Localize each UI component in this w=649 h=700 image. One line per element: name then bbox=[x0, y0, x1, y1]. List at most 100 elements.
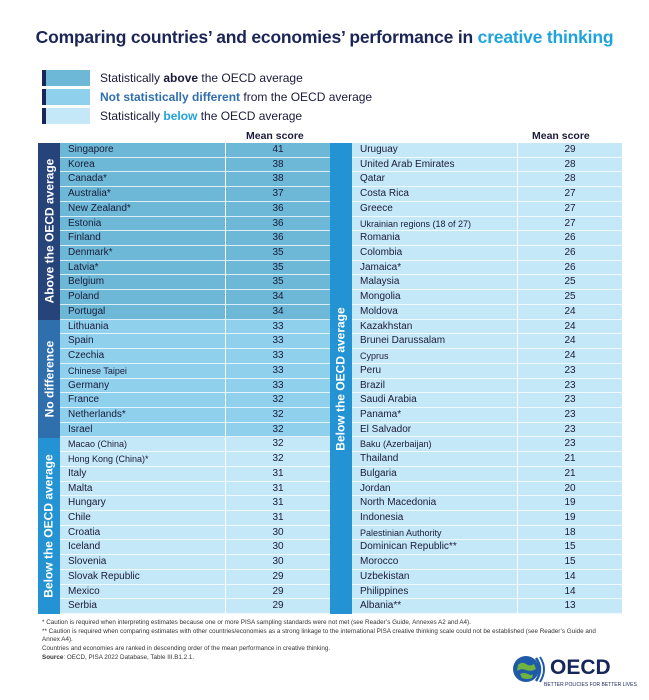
mean-score: 24 bbox=[517, 304, 622, 319]
group-label-below-right: Below the OECD average bbox=[330, 143, 352, 615]
legend-label-below: Statistically below the OECD average bbox=[100, 108, 303, 123]
country-name: Denmark* bbox=[68, 247, 113, 259]
table-row: Morocco 15 bbox=[352, 555, 622, 570]
table-row: Portugal 34 bbox=[60, 304, 330, 320]
table-row: El Salvador 23 bbox=[352, 422, 622, 438]
legend-label-above: Statistically above the OECD average bbox=[100, 70, 303, 85]
table-row: Albania** 13 bbox=[352, 599, 622, 614]
country-name: Palestinian Authority bbox=[360, 527, 442, 538]
table-row: Brazil 23 bbox=[352, 378, 622, 394]
country-name: Panama* bbox=[360, 408, 402, 420]
table-row: Chinese Taipei 33 bbox=[60, 363, 330, 379]
mean-score: 29 bbox=[517, 143, 622, 157]
country-name: Mongolia bbox=[360, 291, 401, 303]
mean-score: 23 bbox=[517, 407, 622, 422]
column-header-left: Mean score bbox=[246, 130, 304, 142]
mean-score: 32 bbox=[225, 437, 330, 452]
country-name: Finland bbox=[68, 232, 101, 244]
country-name: Canada* bbox=[68, 173, 107, 185]
mean-score: 32 bbox=[225, 452, 330, 466]
column-header-right: Mean score bbox=[532, 130, 590, 142]
footnote-1: * Caution is required when interpreting … bbox=[42, 619, 471, 626]
table-row: Greece 27 bbox=[352, 201, 622, 217]
mean-score: 24 bbox=[517, 349, 622, 363]
mean-score: 28 bbox=[517, 172, 622, 187]
group-label-nodiff: No difference bbox=[38, 319, 60, 438]
table-row: Korea 38 bbox=[60, 157, 330, 173]
country-name: Chinese Taipei bbox=[68, 365, 127, 376]
legend-item-below: Statistically below the OECD average bbox=[42, 106, 372, 125]
legend-item-nodiff: Not statistically different from the OEC… bbox=[42, 87, 372, 106]
legend-label-nodiff: Not statistically different from the OEC… bbox=[100, 89, 373, 104]
table-row: Ukrainian regions (18 of 27) 27 bbox=[352, 216, 622, 232]
country-name: Israel bbox=[68, 423, 93, 435]
mean-score: 27 bbox=[517, 187, 622, 201]
mean-score: 25 bbox=[517, 290, 622, 304]
mean-score: 33 bbox=[225, 334, 330, 349]
mean-score: 27 bbox=[517, 216, 622, 231]
table-row: Qatar 28 bbox=[352, 172, 622, 188]
table-row: Croatia 30 bbox=[60, 525, 330, 541]
country-name: Croatia bbox=[68, 526, 101, 538]
table-row: Poland 34 bbox=[60, 290, 330, 305]
mean-score: 13 bbox=[517, 599, 622, 613]
table-row: Hungary 31 bbox=[60, 496, 330, 511]
group-label-above: Above the OECD average bbox=[38, 143, 60, 320]
country-name: Kazakhstan bbox=[360, 320, 413, 332]
country-name: Poland bbox=[68, 291, 100, 303]
globe-icon bbox=[513, 656, 545, 683]
mean-score: 35 bbox=[225, 275, 330, 290]
mean-score: 34 bbox=[225, 304, 330, 319]
table-row: Italy 31 bbox=[60, 466, 330, 482]
mean-score: 27 bbox=[517, 201, 622, 216]
country-name: Qatar bbox=[360, 173, 386, 185]
table-row: Netherlands* 32 bbox=[60, 407, 330, 423]
footnote-3: Countries and economies are ranked in de… bbox=[42, 645, 331, 652]
country-name: Australia* bbox=[68, 188, 111, 200]
mean-score: 28 bbox=[517, 157, 622, 172]
table-row: Philippines 14 bbox=[352, 584, 622, 600]
group-label-below: Below the OECD average bbox=[38, 437, 60, 615]
table-row: Panama* 23 bbox=[352, 407, 622, 423]
country-name: Baku (Azerbaijan) bbox=[360, 439, 432, 450]
country-name: Malaysia bbox=[360, 276, 400, 288]
table-row: Dominican Republic** 15 bbox=[352, 540, 622, 556]
table-row: Uruguay 29 bbox=[352, 143, 622, 158]
table-row: Brunei Darussalam 24 bbox=[352, 334, 622, 350]
table-row: Canada* 38 bbox=[60, 172, 330, 188]
footnote-2: ** Caution is required when comparing es… bbox=[42, 628, 596, 643]
table-row: Hong Kong (China)* 32 bbox=[60, 452, 330, 467]
mean-score: 36 bbox=[225, 231, 330, 246]
table-row: Slovenia 30 bbox=[60, 555, 330, 570]
country-name: Cyprus bbox=[360, 351, 389, 362]
mean-score: 32 bbox=[225, 393, 330, 407]
country-name: Hungary bbox=[68, 497, 106, 509]
mean-score: 33 bbox=[225, 363, 330, 378]
logo-text: OECD bbox=[550, 656, 611, 679]
table-row: Moldova 24 bbox=[352, 304, 622, 320]
mean-score: 14 bbox=[517, 569, 622, 584]
country-name: Slovenia bbox=[68, 556, 107, 568]
country-name: Belgium bbox=[68, 276, 105, 288]
table-row: Iceland 30 bbox=[60, 540, 330, 556]
mean-score: 31 bbox=[225, 466, 330, 481]
country-name: Czechia bbox=[68, 350, 105, 362]
country-name: Jamaica* bbox=[360, 261, 402, 273]
country-name: Moldova bbox=[360, 305, 398, 317]
country-name: Portugal bbox=[68, 305, 106, 317]
country-name: Netherlands* bbox=[68, 408, 126, 420]
title-main: Comparing countries’ and economies’ perf… bbox=[35, 27, 478, 47]
mean-score: 23 bbox=[517, 437, 622, 452]
country-name: Mexico bbox=[68, 585, 100, 597]
country-name: Uzbekistan bbox=[360, 570, 410, 582]
country-name: Latvia* bbox=[68, 261, 99, 273]
mean-score: 35 bbox=[225, 246, 330, 260]
table-row: New Zealand* 36 bbox=[60, 201, 330, 217]
legend: Statistically above the OECD average Not… bbox=[42, 68, 372, 125]
mean-score: 41 bbox=[225, 143, 330, 157]
table-row: Indonesia 19 bbox=[352, 510, 622, 526]
country-name: Brazil bbox=[360, 379, 386, 391]
table-row: North Macedonia 19 bbox=[352, 496, 622, 511]
country-name: Indonesia bbox=[360, 511, 404, 523]
country-name: Ukrainian regions (18 of 27) bbox=[360, 218, 472, 229]
